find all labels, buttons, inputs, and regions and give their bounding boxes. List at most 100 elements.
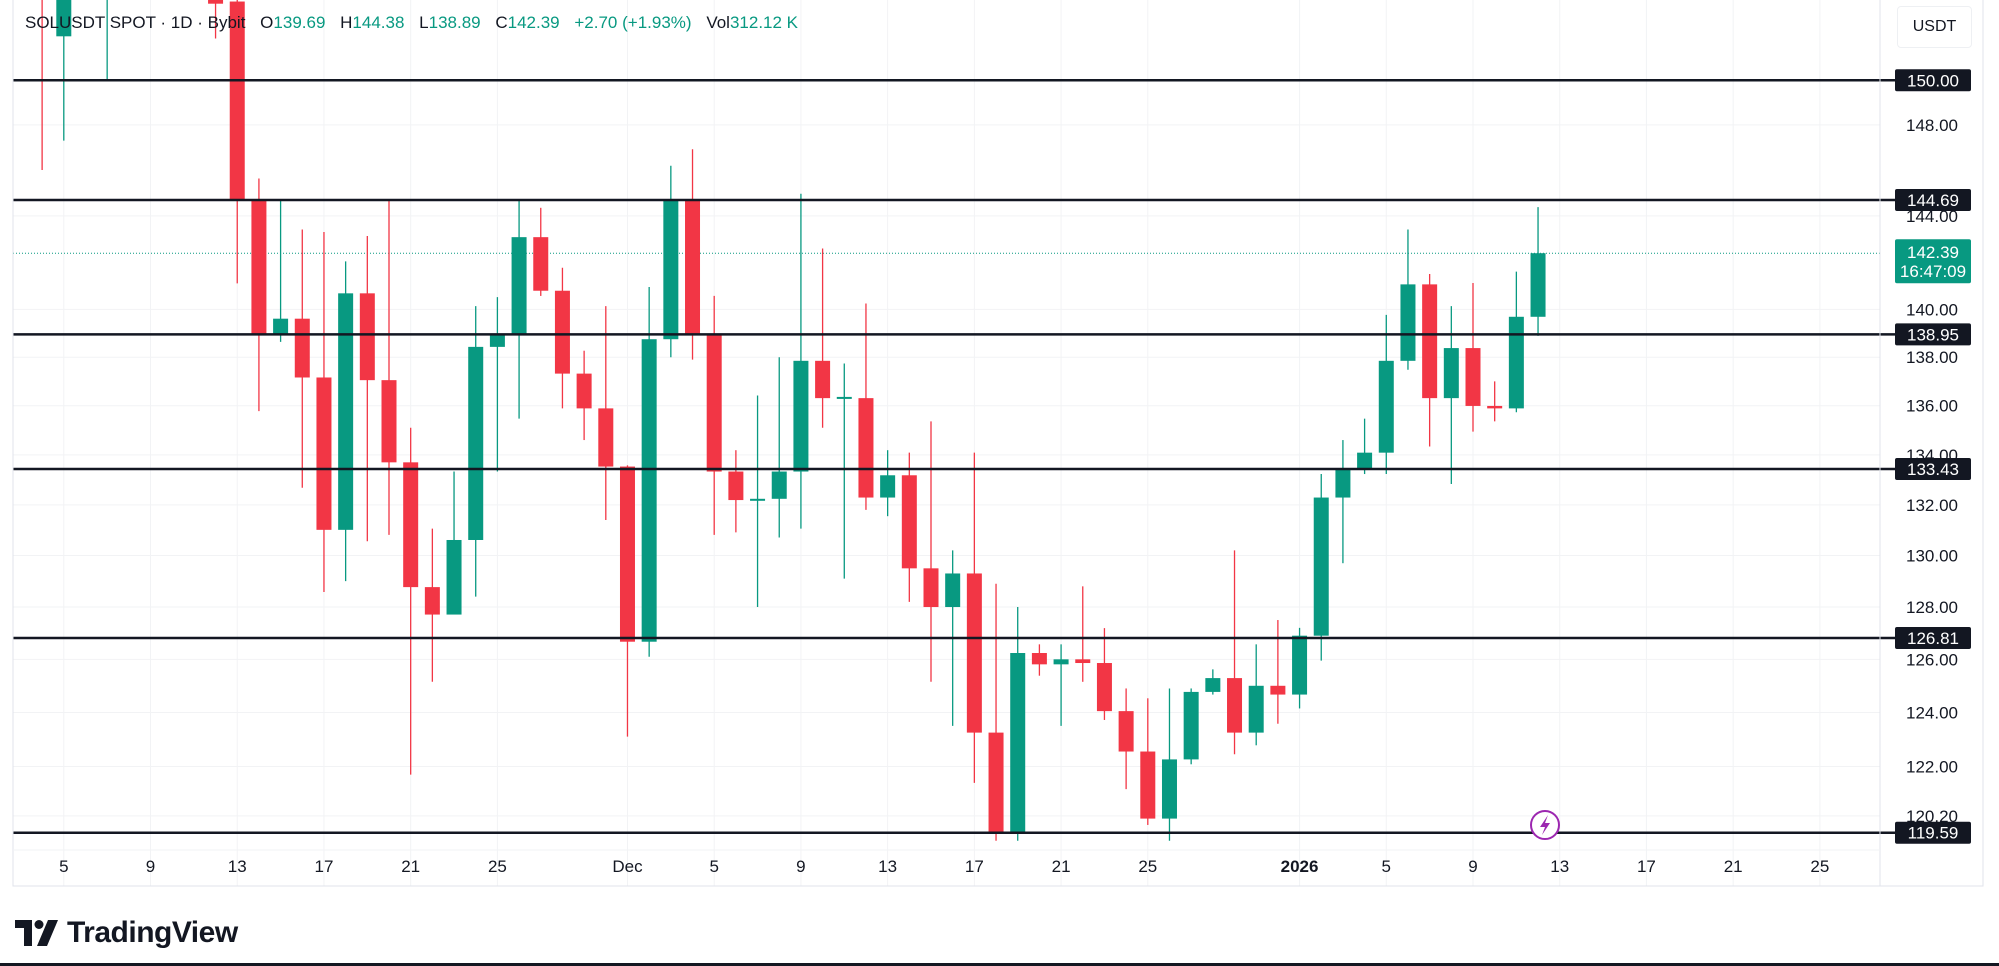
candle-body [988,732,1004,833]
candle-body [1422,284,1438,399]
candle-2025-12-27 [1183,688,1199,765]
level-label-bg [1895,627,1971,650]
candle-2025-11-30 [598,306,614,520]
candle-body [923,568,939,608]
candle-2026-01-04 [1357,418,1373,475]
candle-body [1031,653,1047,665]
candle-2025-12-23 [1096,628,1112,720]
candle-body [208,0,224,4]
candle-body [901,475,917,569]
candle-body [1010,653,1026,833]
y-tick-label: 140.00 [1906,300,1958,319]
high-label: H [340,13,353,32]
candle-body [1075,659,1091,664]
x-tick-label: 13 [228,857,247,876]
candle-body [858,398,874,498]
y-tick-label: 148.00 [1906,116,1958,135]
candle-2025-11-13 [229,0,245,284]
candle-2025-11-15 [273,199,289,342]
candle-2025-12-20 [1031,644,1047,676]
y-tick-label: 120.20 [1906,807,1958,826]
change-value: +2.70 (+1.93%) [574,13,692,32]
candle-body [598,408,614,467]
candle-2025-12-06 [728,450,744,533]
candle-body [641,339,657,642]
candle-body [56,0,72,37]
candle-2025-11-17 [316,232,332,593]
candle-body [489,334,505,347]
current-price-label-bg [1895,239,1971,284]
candle-2025-11-23 [446,471,462,615]
candle-2025-11-26 [511,199,527,419]
symbol-name[interactable]: SOLUSDT SPOT · 1D · Bybit [25,13,246,32]
candle-body [273,318,289,335]
time-axis[interactable]: 5 9 13 17 21 25 Dec 5 9 13 17 21 25 2026 5 9 13 17 21 25 [59,857,1829,876]
currency-button[interactable]: USDT [1897,6,1972,48]
chart-frame [12,0,1984,887]
candle-body [771,471,787,499]
candle-2026-01-06 [1400,229,1416,370]
candle-2025-12-05 [706,295,722,535]
x-tick-label: 13 [1550,857,1569,876]
x-tick-label: 5 [1382,857,1391,876]
level-label-bg [1895,69,1971,92]
candle-2026-01-02 [1313,474,1329,661]
candle-2025-11-07 [106,0,108,81]
level-label: 144.69 [1907,191,1959,210]
candle-2025-12-15 [923,421,939,682]
candle-body [945,573,961,608]
bar-countdown: 16:47:09 [1900,262,1966,281]
candle-2025-12-09 [793,193,809,529]
candle-2025-11-20 [381,199,397,535]
x-tick-label: 25 [488,857,507,876]
y-tick-label: 122.00 [1906,757,1958,776]
y-tick-label: 130.00 [1906,547,1958,566]
level-label-bg [1895,323,1971,346]
candle-2025-12-17 [966,452,982,783]
candle-body [1096,663,1112,712]
candle-body [619,466,635,642]
candle-2025-11-27 [533,207,549,296]
level-label: 138.95 [1907,325,1959,344]
low-label: L [419,13,429,32]
candle-2026-01-07 [1422,274,1438,447]
candle-body [294,318,310,378]
candle-body [446,539,462,615]
x-tick-label: 21 [1724,857,1743,876]
candle-2026-01-11 [1508,271,1524,413]
candle-2026-01-05 [1378,314,1394,475]
x-tick-label: 25 [1138,857,1157,876]
candle-body [533,237,549,291]
candle-2025-12-13 [880,450,896,517]
x-tick-label: 17 [1637,857,1656,876]
candle-2025-11-22 [424,528,440,682]
tradingview-logo[interactable]: TradingView [15,916,238,950]
candle-body [1270,685,1286,695]
x-tick-label: Dec [612,857,643,876]
candle-2025-12-01 [619,465,635,737]
candle-2025-11-24 [468,306,484,597]
candle-2025-11-14 [251,178,267,412]
candle-body [728,471,744,501]
candle-2025-11-28 [554,267,570,409]
candle-body [1205,678,1221,692]
candle-body [1313,497,1329,636]
candle-body [1161,759,1177,819]
high-value: 144.38 [352,13,405,32]
candle-body [750,498,766,501]
candle-2025-11-19 [359,235,375,542]
candle-body [359,293,375,381]
x-tick-label: 5 [709,857,718,876]
candle-2026-01-01 [1292,627,1308,709]
price-axis[interactable]: 148.00 144.00 140.00 138.00 136.00 134.00 132.… [1906,116,1958,826]
symbol-legend: SOLUSDT SPOT · 1D · Bybit O139.69 H144.3… [25,13,798,33]
open-label: O [260,13,274,32]
tradingview-logo-icon [15,920,58,946]
candle-2025-12-29 [1227,550,1243,755]
y-tick-label: 132.00 [1906,496,1958,515]
candle-body [1183,691,1199,760]
x-tick-label: 2026 [1281,857,1319,876]
low-value: 138.89 [428,13,481,32]
alert-lightning-icon[interactable] [1530,810,1560,840]
